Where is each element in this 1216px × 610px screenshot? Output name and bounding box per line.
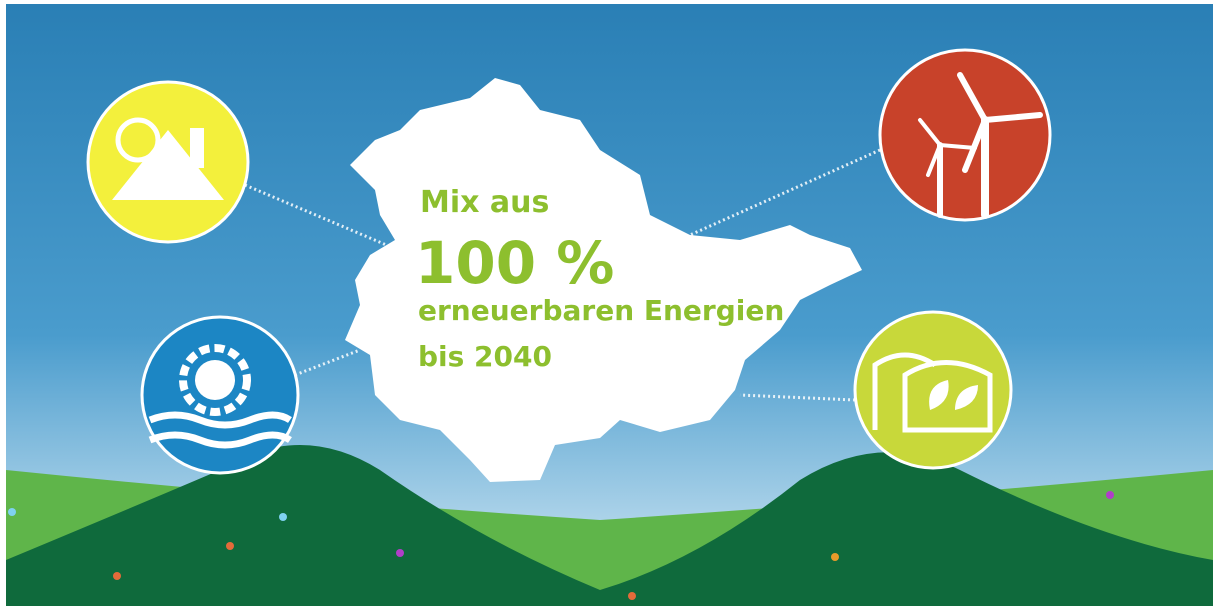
solar-icon [86,80,250,244]
hills [6,445,1213,606]
wind-icon [878,48,1052,222]
connectors [244,148,881,402]
headline-line: bis 2040 [418,340,552,373]
region-map [345,78,862,482]
headline-number: 100 % [415,229,614,297]
headline-line: erneuerbaren Energien [418,294,784,327]
headline-line: Mix aus [420,185,549,220]
biogas-icon [853,310,1013,470]
flowers [8,491,1114,600]
water-icon [140,315,300,475]
